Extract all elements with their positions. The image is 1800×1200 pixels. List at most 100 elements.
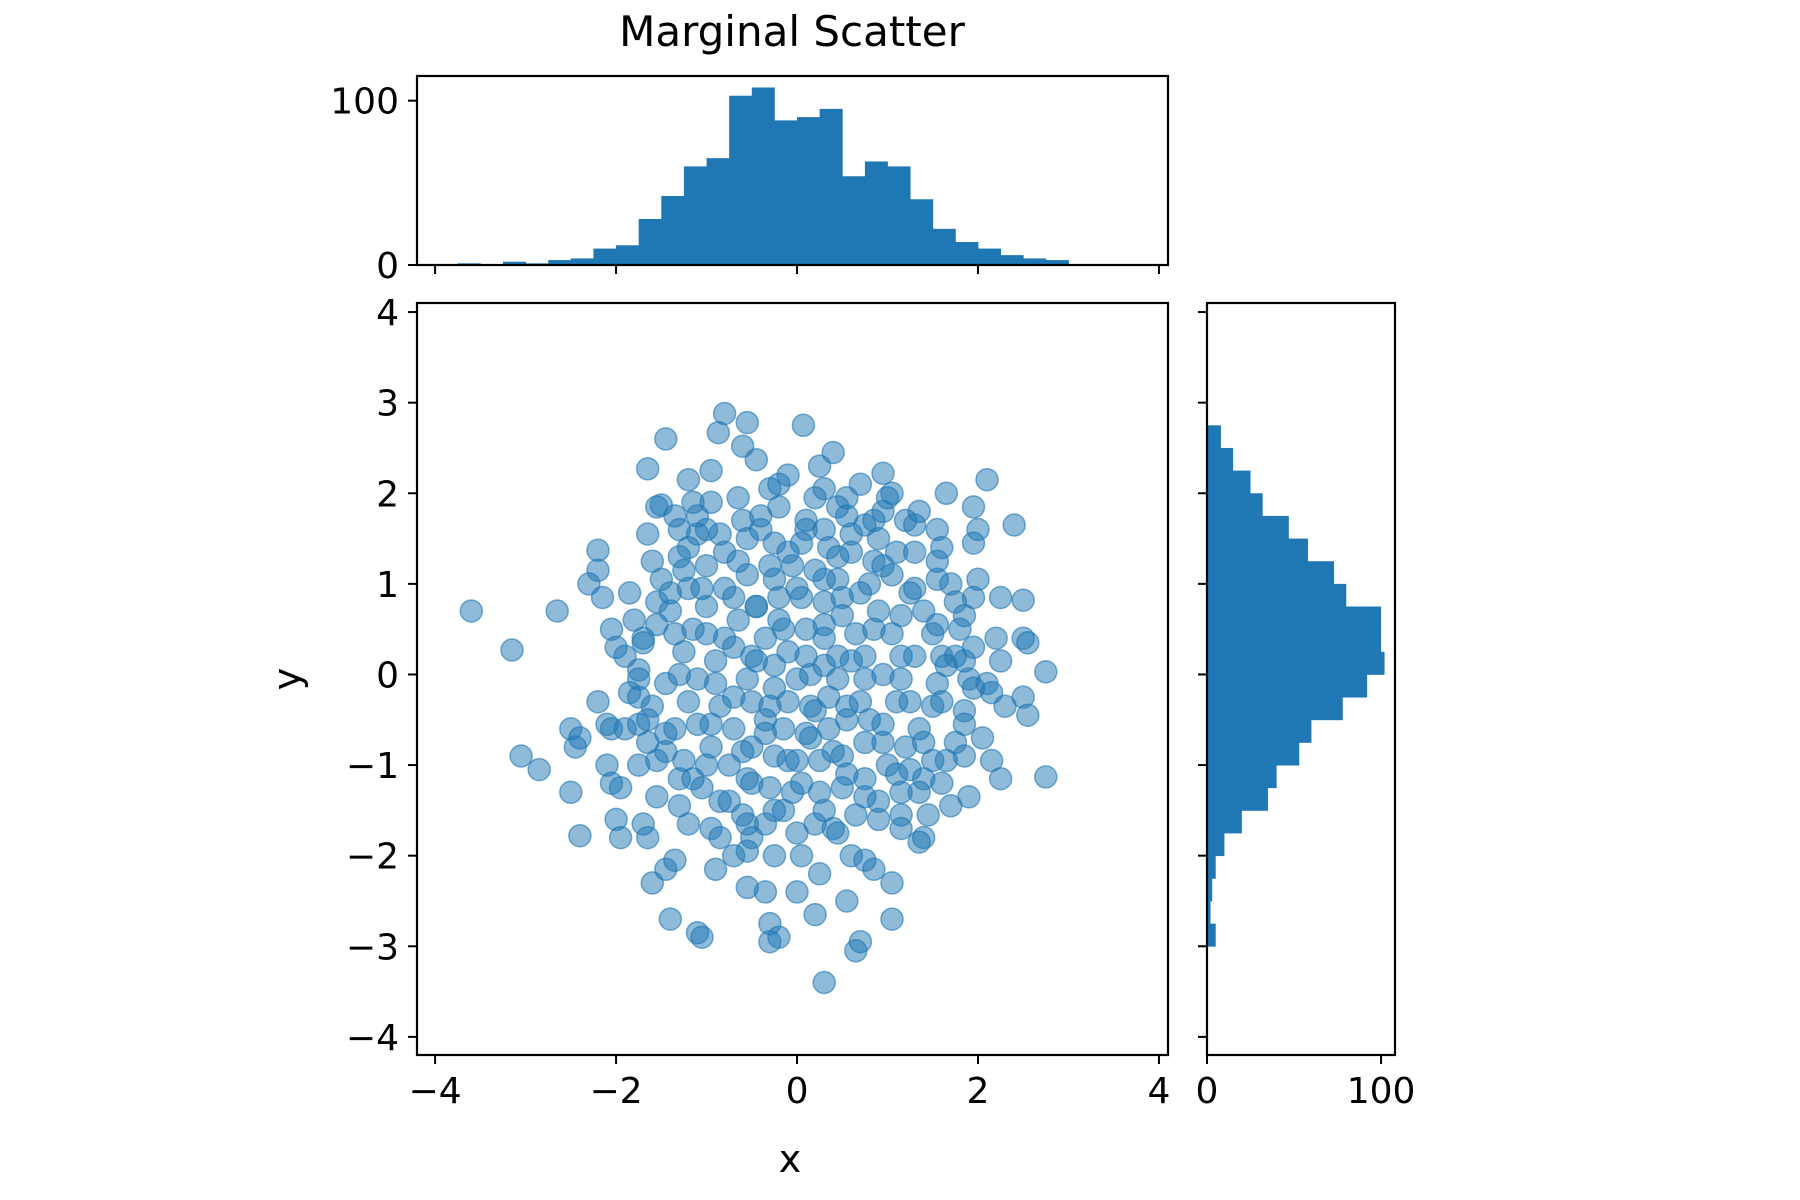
scatter-point <box>844 939 868 963</box>
scatter-point <box>812 653 836 678</box>
scatter-point <box>758 694 782 718</box>
scatter-point <box>902 576 927 601</box>
scatter-point <box>803 698 827 723</box>
right-histogram-bar <box>1207 765 1277 789</box>
scatter-point <box>794 517 818 542</box>
scatter-point <box>654 427 678 451</box>
scatter-point <box>839 649 864 673</box>
scatter-point <box>721 635 746 660</box>
scatter-point <box>857 708 882 732</box>
scatter-point <box>749 504 773 528</box>
top-histogram-frame <box>415 74 1170 267</box>
scatter-point <box>907 830 931 854</box>
y-tick-label: 3 <box>376 384 399 425</box>
scatter-point <box>871 461 895 486</box>
scatter-point <box>590 585 615 610</box>
chart-title: Marginal Scatter <box>619 7 965 56</box>
top-histogram: 0 100 <box>330 74 1170 287</box>
x-tick-label: 0 <box>786 1071 809 1112</box>
main-plot-frame <box>415 301 1170 1057</box>
right-histogram-bar <box>1207 470 1251 494</box>
scatter-point <box>984 626 1008 650</box>
scatter-point <box>672 558 696 583</box>
scatter-point <box>785 667 809 691</box>
scatter-point <box>871 730 895 755</box>
scatter-point <box>830 585 855 610</box>
scatter-point <box>676 467 701 492</box>
right-histogram-bar <box>1207 855 1216 879</box>
x-tick-label: 2 <box>967 1071 990 1112</box>
scatter-point <box>785 576 809 601</box>
scatter-point <box>721 717 746 741</box>
scatter-point <box>721 585 746 610</box>
right-histogram-bar <box>1207 742 1300 766</box>
scatter-point <box>758 911 782 936</box>
scatter-point <box>663 848 687 872</box>
scatter-point <box>735 410 760 435</box>
scatter-point <box>866 807 891 832</box>
right-histogram-bar <box>1207 583 1347 607</box>
top-histogram-bar <box>729 95 753 265</box>
scatter-point <box>631 812 655 836</box>
scatter-point <box>785 821 809 845</box>
scatter-point <box>658 907 683 931</box>
scatter-point <box>753 721 778 746</box>
scatter-point <box>706 420 731 445</box>
scatter-point <box>789 771 814 795</box>
scatter-point <box>1016 631 1040 655</box>
right-histogram-bars <box>1207 425 1385 947</box>
scatter-point <box>509 744 533 768</box>
right-histogram-bar <box>1207 493 1263 517</box>
scatter-point <box>907 780 931 805</box>
scatter-point <box>726 549 750 573</box>
scatter-point <box>663 621 687 646</box>
right-histogram-bar <box>1207 561 1335 585</box>
scatter-point <box>694 621 719 646</box>
scatter-point <box>934 481 959 506</box>
y-tick-label: −1 <box>346 746 399 787</box>
top-histogram-bar <box>751 87 775 265</box>
x-axis-label: x <box>779 1137 802 1181</box>
scatter-point <box>791 413 816 438</box>
scatter-point <box>871 499 895 524</box>
scatter-points <box>459 401 1058 995</box>
top-histogram-bar <box>683 166 707 265</box>
scatter-point <box>889 603 913 628</box>
scatter-point <box>857 572 882 596</box>
scatter-point <box>635 457 660 481</box>
right-histogram-bar <box>1207 515 1289 539</box>
scatter-point <box>871 662 895 687</box>
scatter-point <box>803 902 827 927</box>
scatter-point <box>740 771 764 795</box>
scatter-point <box>654 739 678 764</box>
scatter-point <box>853 785 877 809</box>
scatter-point <box>604 635 628 660</box>
scatter-point <box>835 889 859 913</box>
scatter-point <box>717 789 741 814</box>
scatter-point <box>694 553 719 578</box>
scatter-point <box>821 739 845 764</box>
scatter-point <box>586 689 610 714</box>
top-histogram-bar <box>638 218 662 265</box>
right-histogram: 0 100 <box>1196 301 1415 1112</box>
top-histogram-bar <box>774 120 798 266</box>
y-tick-label: −3 <box>346 927 399 968</box>
right-histogram-bar <box>1207 878 1213 902</box>
scatter-point <box>812 476 836 501</box>
right-histogram-bar <box>1207 697 1343 721</box>
scatter-point <box>952 649 977 673</box>
scatter-point <box>961 495 986 519</box>
scatter-point <box>608 775 633 800</box>
top-histogram-bar <box>1023 258 1047 265</box>
scatter-point <box>798 726 823 750</box>
top-hist-y-tick-label: 100 <box>330 82 399 123</box>
right-histogram-bar <box>1207 538 1308 562</box>
top-histogram-bar <box>570 258 594 265</box>
scatter-point <box>595 753 619 777</box>
scatter-point <box>654 671 678 696</box>
scatter-point <box>1002 513 1026 537</box>
scatter-point <box>608 825 633 850</box>
top-histogram-bar <box>797 117 821 265</box>
scatter-point <box>812 567 836 592</box>
scatter-point <box>500 638 524 662</box>
